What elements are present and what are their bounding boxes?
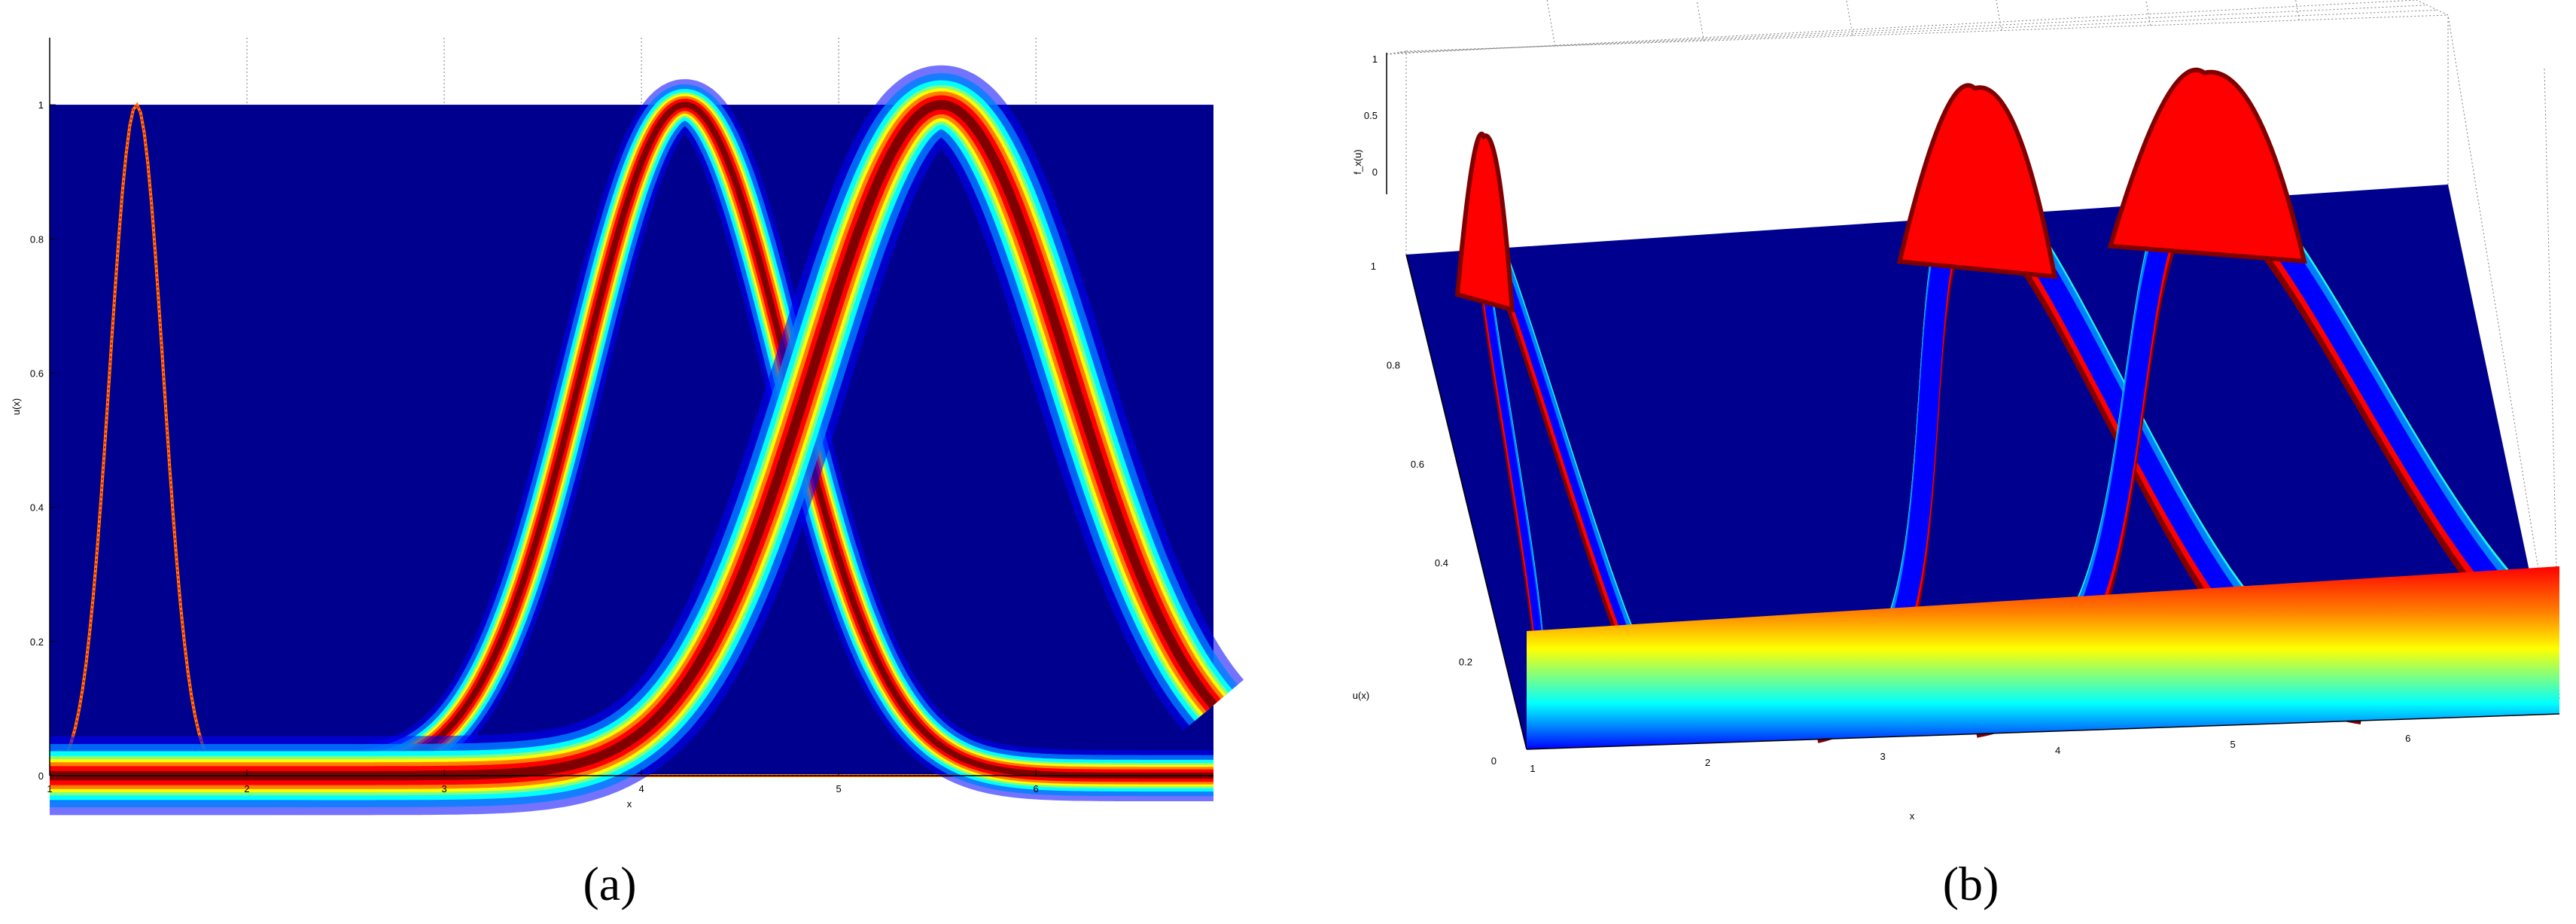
panel-b-grid-line — [1546, 0, 1556, 47]
panel-a-y-tick-label: 0 — [38, 770, 44, 782]
panel-b-grid-line — [1846, 0, 1853, 36]
panel-b-x-tick-label: 5 — [2230, 739, 2236, 750]
panel-b-grid-line — [1405, 14, 2449, 52]
panel-b-y-axis-label: u(x) — [1353, 690, 1369, 701]
panel-a-y-tick-label: 0.2 — [30, 636, 44, 648]
panel-a-x-tick-label: 2 — [244, 783, 249, 794]
panel-b-grid-line — [1996, 0, 2002, 31]
panel-a-y-tick-label: 0.6 — [30, 367, 44, 379]
panel-b-grid-line — [2295, 0, 2300, 20]
panel-b-x-tick-label: 2 — [1705, 757, 1710, 768]
panel-b-y-tick-labels: 0 0.2 0.4 0.6 0.8 1 — [1371, 261, 1497, 767]
panel-b-x-tick-labels: 1 2 3 4 5 6 — [1530, 733, 2410, 774]
panel-b-y-tick-label: 0 — [1491, 755, 1497, 767]
panel-b-label: (b) — [1943, 857, 1999, 910]
panel-b-wall-peak-edge — [1454, 131, 1515, 313]
panel-b-grid-line — [1696, 0, 1704, 41]
panel-b-grid-line — [2145, 0, 2151, 26]
panel-a-y-tick-label: 0.8 — [30, 233, 44, 245]
panel-b-y-tick-label: 0.6 — [1411, 459, 1424, 470]
panel-b-x-axis-label: x — [1910, 810, 1915, 822]
panel-b-z-tick-labels: 00.51 — [1364, 53, 1378, 178]
panel-a-y-tick-label: 0.4 — [30, 502, 44, 514]
panel-a-x-tick-label: 5 — [836, 783, 842, 794]
panel-a-x-tick-labels: 1 2 3 4 5 6 — [47, 783, 1038, 794]
panel-b-y-tick-label: 1 — [1371, 261, 1376, 272]
panel-a-x-axis-label: x — [627, 798, 632, 810]
panel-b-x-tick-label: 4 — [2055, 745, 2060, 756]
panel-b-z-axis-label: f_x(u) — [1352, 149, 1363, 174]
panel-a-x-tick-label: 6 — [1034, 783, 1039, 794]
panel-a-heatmap: 1 2 3 4 5 6 0 0.2 0.4 0.6 0.8 1 x u(x) (a) — [11, 38, 1250, 910]
panel-b-wall-peak-edge — [2107, 67, 2307, 264]
panel-b-z-tick-label: 1 — [1372, 53, 1378, 65]
panel-b-x-tick-label: 6 — [2405, 733, 2410, 744]
panel-b-grid-line — [1393, 5, 2428, 54]
panel-b-x-axis — [1526, 713, 2560, 750]
panel-b-y-tick-label: 0.2 — [1459, 657, 1472, 668]
panel-a-x-tick-label: 1 — [47, 783, 52, 794]
panel-b-grid-line — [1386, 50, 1407, 55]
panel-b-grid-line — [2416, 0, 2449, 16]
panel-b-y-axis — [1405, 254, 1527, 750]
panel-b-y-tick-label: 0.8 — [1387, 359, 1400, 371]
panel-b-front-face — [1527, 566, 2559, 749]
panel-a-y-tick-labels: 0 0.2 0.4 0.6 0.8 1 — [30, 99, 44, 782]
panel-a-y-axis-label: u(x) — [11, 398, 22, 415]
panel-b-x-tick-label: 1 — [1530, 763, 1535, 774]
panel-b-x-tick-label: 3 — [1880, 751, 1885, 762]
panel-b-z-tick-label: 0 — [1372, 166, 1378, 178]
panel-b-grid-line — [1386, 0, 2417, 55]
panel-b-wall-peak-edge — [1896, 83, 2058, 279]
panel-a-axes — [49, 38, 1213, 776]
panel-a-x-tick-label: 4 — [638, 783, 644, 794]
panel-b-grid-line — [2447, 14, 2560, 700]
panel-b-3d-box — [1386, 0, 2560, 700]
panel-a-y-tick-label: 1 — [38, 99, 44, 111]
panel-b-axes — [1386, 53, 2560, 750]
panel-b-y-tick-label: 0.4 — [1435, 557, 1448, 569]
panel-a-x-tick-label: 3 — [441, 783, 446, 794]
panel-b-z-tick-label: 0.5 — [1364, 110, 1378, 121]
panel-a-label: (a) — [583, 857, 636, 910]
